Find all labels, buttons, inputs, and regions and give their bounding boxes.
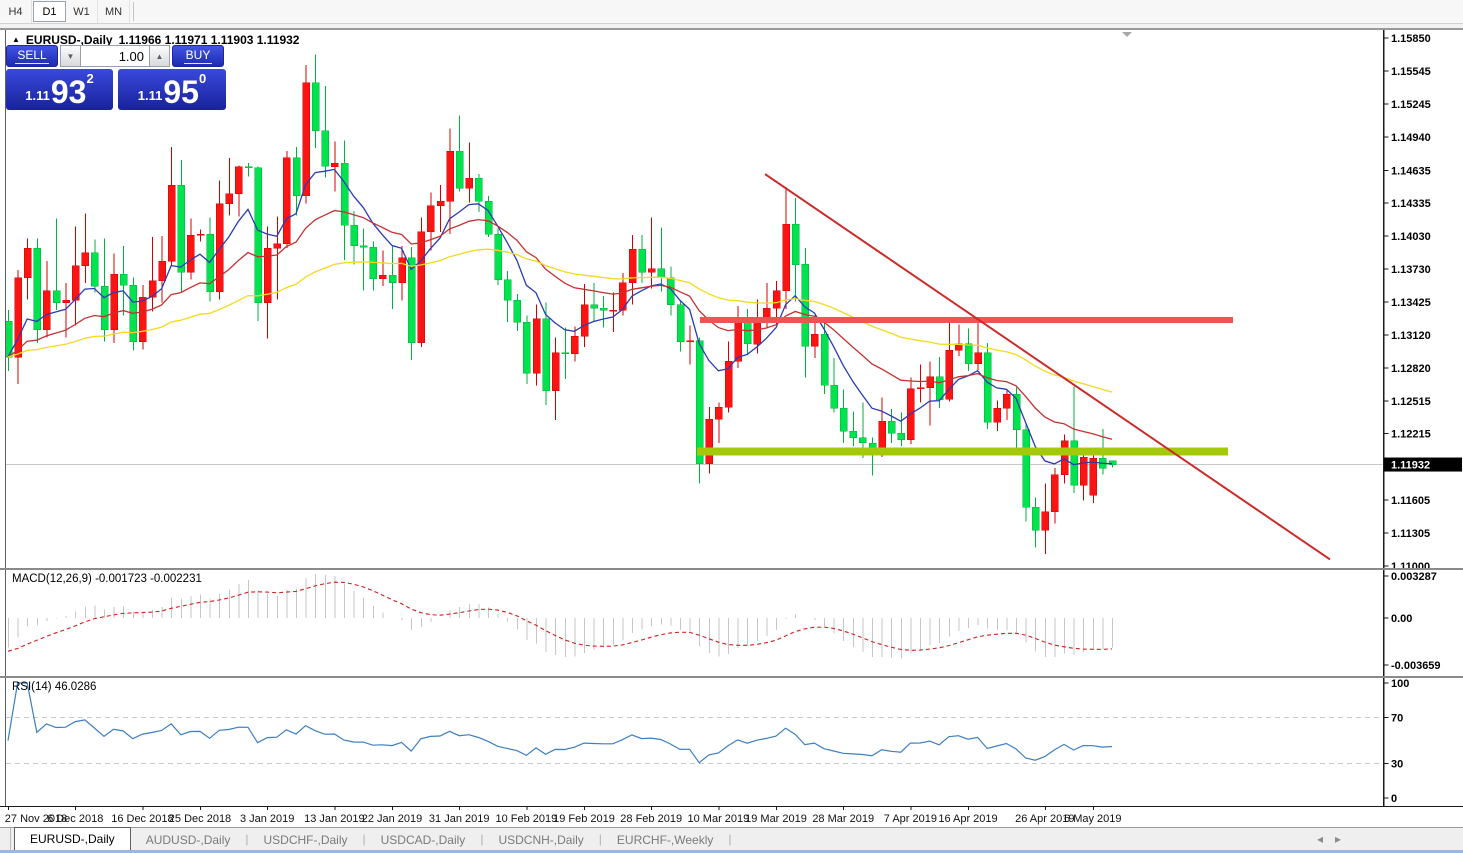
svg-text:1.15850: 1.15850 — [1391, 33, 1431, 45]
sell-price-prefix: 1.11 — [25, 88, 50, 103]
svg-text:1.15245: 1.15245 — [1391, 99, 1431, 111]
buy-price-prefix: 1.11 — [137, 88, 163, 103]
svg-text:1.12515: 1.12515 — [1391, 396, 1431, 408]
buy-button-label: BUY — [183, 48, 213, 64]
svg-text:16 Apr 2019: 16 Apr 2019 — [938, 813, 997, 825]
sell-button[interactable]: SELL — [6, 45, 58, 67]
svg-text:1.11932: 1.11932 — [1391, 460, 1430, 472]
collapse-triangle-icon[interactable]: ▲ — [12, 34, 20, 44]
macd-indicator-panel[interactable]: 0.003287 0.00 -0.003659 — [0, 570, 1463, 676]
tab-separator: | — [728, 832, 732, 846]
svg-text:1.11305: 1.11305 — [1391, 528, 1430, 540]
volume-input[interactable] — [81, 45, 149, 67]
svg-text:1.14635: 1.14635 — [1391, 165, 1431, 177]
svg-text:1.13425: 1.13425 — [1391, 297, 1431, 309]
svg-text:1.11605: 1.11605 — [1391, 495, 1430, 507]
svg-text:28 Feb 2019: 28 Feb 2019 — [620, 813, 682, 825]
chart-symbol-label: EURUSD-,Daily — [25, 33, 113, 47]
sell-price-box[interactable]: 1.11 93 2 — [6, 69, 113, 110]
sell-button-label: SELL — [15, 48, 49, 64]
rsi-chart[interactable]: 100 70 30 0 — [0, 678, 1463, 806]
svg-text:0: 0 — [1391, 793, 1397, 805]
volume-stepper: ▼ ▲ — [60, 45, 170, 67]
candlestick-chart[interactable]: 1.15850 1.15545 1.15245 1.14940 1.14635 1.143… — [0, 30, 1463, 568]
svg-text:3 Jan 2019: 3 Jan 2019 — [240, 813, 294, 825]
tab-usdcnh-daily[interactable]: USDCNH-,Daily — [498, 832, 584, 847]
svg-text:19 Feb 2019: 19 Feb 2019 — [553, 813, 615, 825]
svg-text:10 Mar 2019: 10 Mar 2019 — [688, 813, 750, 825]
buy-price-big: 95 — [163, 74, 199, 110]
tab-separator: | — [480, 832, 484, 846]
buy-price-sup: 0 — [198, 71, 207, 86]
svg-text:7 Apr 2019: 7 Apr 2019 — [884, 813, 937, 825]
tab-eurchf-weekly[interactable]: EURCHF-,Weekly — [616, 832, 714, 847]
tab-usdchf-daily[interactable]: USDCHF-,Daily — [263, 832, 348, 847]
svg-text:16 Dec 2018: 16 Dec 2018 — [111, 813, 173, 825]
svg-text:6 May 2019: 6 May 2019 — [1064, 813, 1121, 825]
svg-text:1.12215: 1.12215 — [1391, 429, 1431, 441]
buy-button[interactable]: BUY — [172, 45, 224, 67]
svg-text:-0.003659: -0.003659 — [1391, 660, 1441, 672]
macd-chart[interactable]: 0.003287 0.00 -0.003659 — [0, 570, 1463, 676]
svg-text:0.003287: 0.003287 — [1391, 571, 1437, 583]
svg-text:1.15545: 1.15545 — [1391, 66, 1431, 78]
svg-text:1.14335: 1.14335 — [1391, 198, 1431, 210]
svg-text:10 Feb 2019: 10 Feb 2019 — [496, 813, 558, 825]
toolbar-separator — [133, 2, 134, 21]
tab-separator: | — [598, 832, 602, 846]
svg-text:19 Mar 2019: 19 Mar 2019 — [745, 813, 807, 825]
svg-text:1.11000: 1.11000 — [1391, 561, 1430, 568]
tab-bar-stub — [0, 828, 11, 850]
svg-text:27 Nov 2018: 27 Nov 2018 — [5, 813, 67, 825]
svg-text:6 Dec 2018: 6 Dec 2018 — [47, 813, 103, 825]
date-axis[interactable]: 27 Nov 2018 6 Dec 2018 16 Dec 2018 25 Dec 2… — [0, 806, 1463, 827]
timeframe-button-h4[interactable]: H4 — [0, 0, 32, 23]
svg-text:1.13730: 1.13730 — [1391, 264, 1431, 276]
macd-label: MACD(12,26,9) -0.001723 -0.002231 — [12, 573, 202, 585]
sell-price-big: 93 — [50, 74, 87, 110]
tab-scroll-right-icon[interactable]: ▸ — [1334, 832, 1341, 846]
svg-text:1.13120: 1.13120 — [1391, 330, 1431, 342]
timeframe-button-w1[interactable]: W1 — [66, 0, 98, 23]
svg-text:100: 100 — [1391, 678, 1409, 690]
svg-text:1.12820: 1.12820 — [1391, 363, 1431, 375]
svg-text:30: 30 — [1391, 759, 1403, 771]
toolbar-strip — [0, 24, 1463, 28]
svg-text:0.00: 0.00 — [1391, 613, 1412, 625]
svg-text:1.14940: 1.14940 — [1391, 132, 1431, 144]
tab-separator: | — [362, 832, 366, 846]
volume-decrease-button[interactable]: ▼ — [60, 45, 81, 67]
chart-ohlc-values: 1.11966 1.11971 1.11903 1.11932 — [118, 33, 300, 47]
timeframe-button-mn[interactable]: MN — [98, 0, 130, 23]
rsi-label: RSI(14) 46.0286 — [12, 681, 97, 693]
chart-tab-bar: EURUSD-,Daily AUDUSD-,Daily | USDCHF-,Da… — [0, 827, 1463, 850]
volume-increase-button[interactable]: ▲ — [149, 45, 170, 67]
price-chart-panel[interactable]: 1.15850 1.15545 1.15245 1.14940 1.14635 1.143… — [0, 30, 1463, 568]
tab-usdcad-daily[interactable]: USDCAD-,Daily — [380, 832, 466, 847]
svg-text:1.14030: 1.14030 — [1391, 231, 1431, 243]
window-bottom-edge — [0, 850, 1463, 853]
svg-text:28 Mar 2019: 28 Mar 2019 — [812, 813, 874, 825]
tab-scroll-left-icon[interactable]: ◂ — [1316, 832, 1323, 846]
timeframe-toolbar: H4 D1 W1 MN — [0, 0, 1463, 24]
svg-text:31 Jan 2019: 31 Jan 2019 — [429, 813, 490, 825]
tab-eurusd-daily[interactable]: EURUSD-,Daily — [14, 827, 131, 850]
chart-title: ▲ EURUSD-,Daily 1.11966 1.11971 1.11903 1.… — [12, 33, 299, 47]
svg-text:22 Jan 2019: 22 Jan 2019 — [362, 813, 423, 825]
buy-price-box[interactable]: 1.11 95 0 — [118, 69, 226, 110]
svg-text:26 Apr 2019: 26 Apr 2019 — [1015, 813, 1074, 825]
svg-text:70: 70 — [1391, 713, 1403, 725]
rsi-indicator-panel[interactable]: 100 70 30 0 — [0, 678, 1463, 806]
sell-price-sup: 2 — [86, 71, 94, 86]
tab-audusd-daily[interactable]: AUDUSD-,Daily — [145, 832, 231, 847]
tab-separator: | — [245, 832, 249, 846]
timeframe-button-d1[interactable]: D1 — [33, 1, 66, 22]
svg-text:13 Jan 2019: 13 Jan 2019 — [304, 813, 365, 825]
svg-text:25 Dec 2018: 25 Dec 2018 — [169, 813, 231, 825]
